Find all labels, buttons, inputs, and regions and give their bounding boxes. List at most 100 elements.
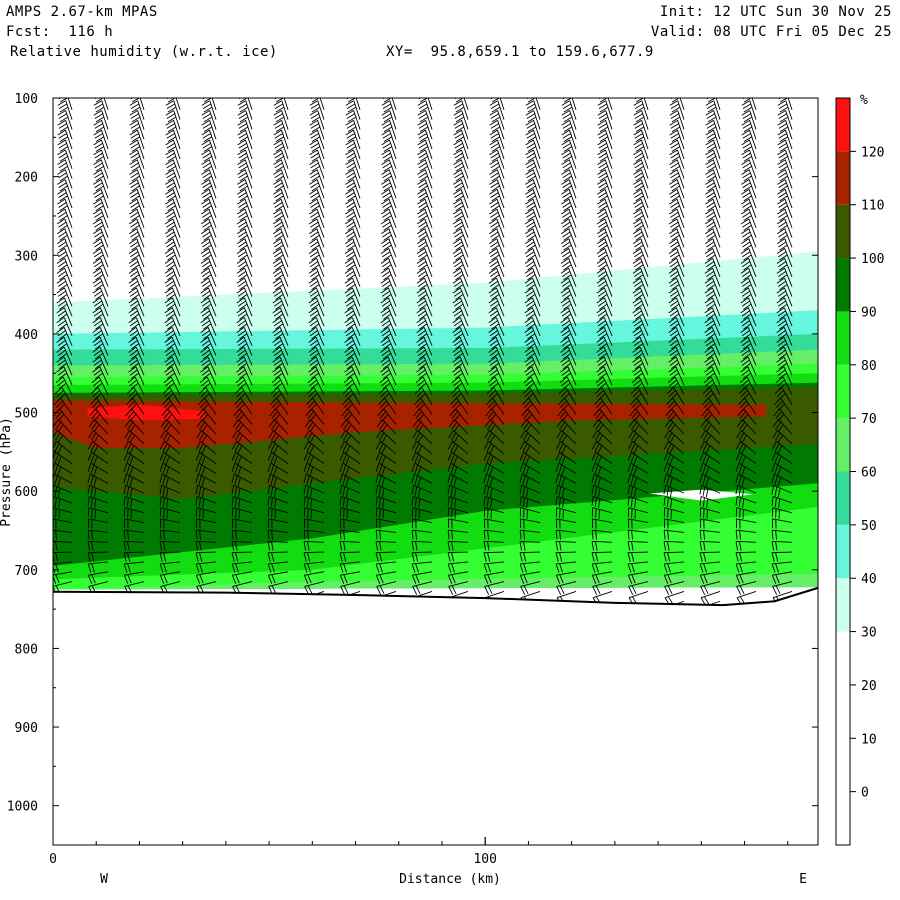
wind-barb — [159, 484, 181, 498]
wind-barb — [200, 248, 217, 268]
wind-barb — [519, 495, 541, 508]
wind-barb — [632, 267, 649, 287]
wind-barb — [56, 218, 73, 238]
wind-barb — [771, 495, 793, 508]
wind-barb — [416, 317, 433, 337]
wind-barb — [411, 484, 433, 498]
wind-barb — [596, 218, 613, 238]
wind-barb — [559, 376, 577, 396]
wind-barb — [669, 129, 685, 150]
wind-barb — [201, 149, 217, 169]
wind-barb — [57, 198, 73, 219]
wind-barb — [53, 507, 73, 519]
wind-barb — [524, 307, 541, 327]
wind-barb — [236, 356, 253, 376]
wind-barb — [777, 100, 793, 120]
wind-barb — [777, 129, 793, 150]
wind-barb — [416, 287, 433, 307]
wind-barb — [123, 561, 145, 573]
wind-barb — [267, 451, 289, 465]
wind-barb — [344, 326, 361, 346]
wind-barb — [268, 429, 289, 445]
wind-barb — [123, 507, 145, 519]
wind-barb — [130, 98, 145, 110]
wind-barb — [417, 139, 433, 160]
wind-barb — [128, 336, 145, 356]
wind-barb — [628, 581, 649, 595]
wind-barb — [273, 149, 289, 169]
wind-barb — [591, 462, 613, 476]
colorbar-swatch — [836, 791, 850, 845]
wind-barb — [488, 238, 505, 258]
wind-barb — [555, 495, 577, 508]
wind-barb — [526, 98, 541, 110]
wind-barb — [381, 159, 397, 179]
wind-barb — [237, 110, 253, 130]
wind-barb — [195, 571, 217, 584]
wind-barb — [771, 440, 793, 455]
wind-barb — [449, 408, 469, 425]
wind-barb — [378, 387, 397, 405]
wind-barb — [375, 529, 397, 540]
wind-barb — [627, 571, 649, 584]
wind-barb — [273, 119, 289, 140]
wind-barb — [237, 208, 253, 228]
wind-barb — [596, 326, 613, 346]
wind-barb — [416, 267, 433, 287]
wind-barb — [195, 540, 217, 551]
wind-barb — [128, 277, 145, 297]
wind-barb — [483, 462, 505, 476]
wind-barb — [128, 218, 145, 238]
wind-barb — [525, 188, 541, 209]
wind-barb — [560, 257, 577, 278]
wind-barb — [92, 317, 109, 337]
wind-barb — [555, 571, 577, 584]
colorbar-label: 80 — [861, 359, 877, 374]
wind-barb — [488, 267, 505, 287]
wind-barb — [272, 356, 289, 376]
wind-barb — [236, 366, 253, 386]
wind-barb — [735, 571, 757, 584]
wind-barb — [488, 257, 505, 278]
wind-barb — [738, 397, 757, 415]
wind-barb — [411, 451, 433, 465]
wind-barb — [666, 387, 685, 405]
wind-barb — [740, 238, 757, 258]
wind-barb — [556, 429, 577, 445]
wind-barb — [416, 336, 433, 356]
wind-barb — [525, 208, 541, 228]
wind-barb — [380, 336, 397, 356]
wind-barb — [737, 408, 757, 425]
wind-barb — [524, 238, 541, 258]
wind-barb — [741, 198, 757, 219]
colorbar-swatch — [836, 738, 850, 792]
wind-barb — [237, 188, 253, 209]
wind-barb — [164, 297, 181, 317]
wind-barb — [272, 267, 289, 287]
wind-barb — [165, 208, 181, 228]
wind-barb — [128, 356, 145, 376]
wind-barb — [379, 376, 397, 396]
wind-barb — [560, 248, 577, 268]
wind-barb — [736, 429, 757, 445]
wind-barb — [771, 462, 793, 476]
wind-barb — [164, 317, 181, 337]
wind-barb — [339, 495, 361, 508]
wind-barb — [340, 429, 361, 445]
wind-barb — [201, 129, 217, 150]
wind-barb — [339, 529, 361, 540]
wind-barb — [236, 248, 253, 268]
wind-barb — [272, 297, 289, 317]
wind-barb — [416, 346, 433, 366]
wind-barb — [735, 561, 757, 573]
wind-barb — [339, 451, 361, 465]
wind-barb — [381, 208, 397, 228]
wind-barb — [705, 159, 721, 179]
wind-barb — [555, 551, 577, 562]
wind-barb — [375, 462, 397, 476]
wind-barb — [704, 366, 721, 386]
wind-barb — [267, 529, 289, 540]
wind-barb — [57, 188, 73, 209]
wind-barb — [699, 571, 721, 584]
wind-barb — [597, 100, 613, 120]
